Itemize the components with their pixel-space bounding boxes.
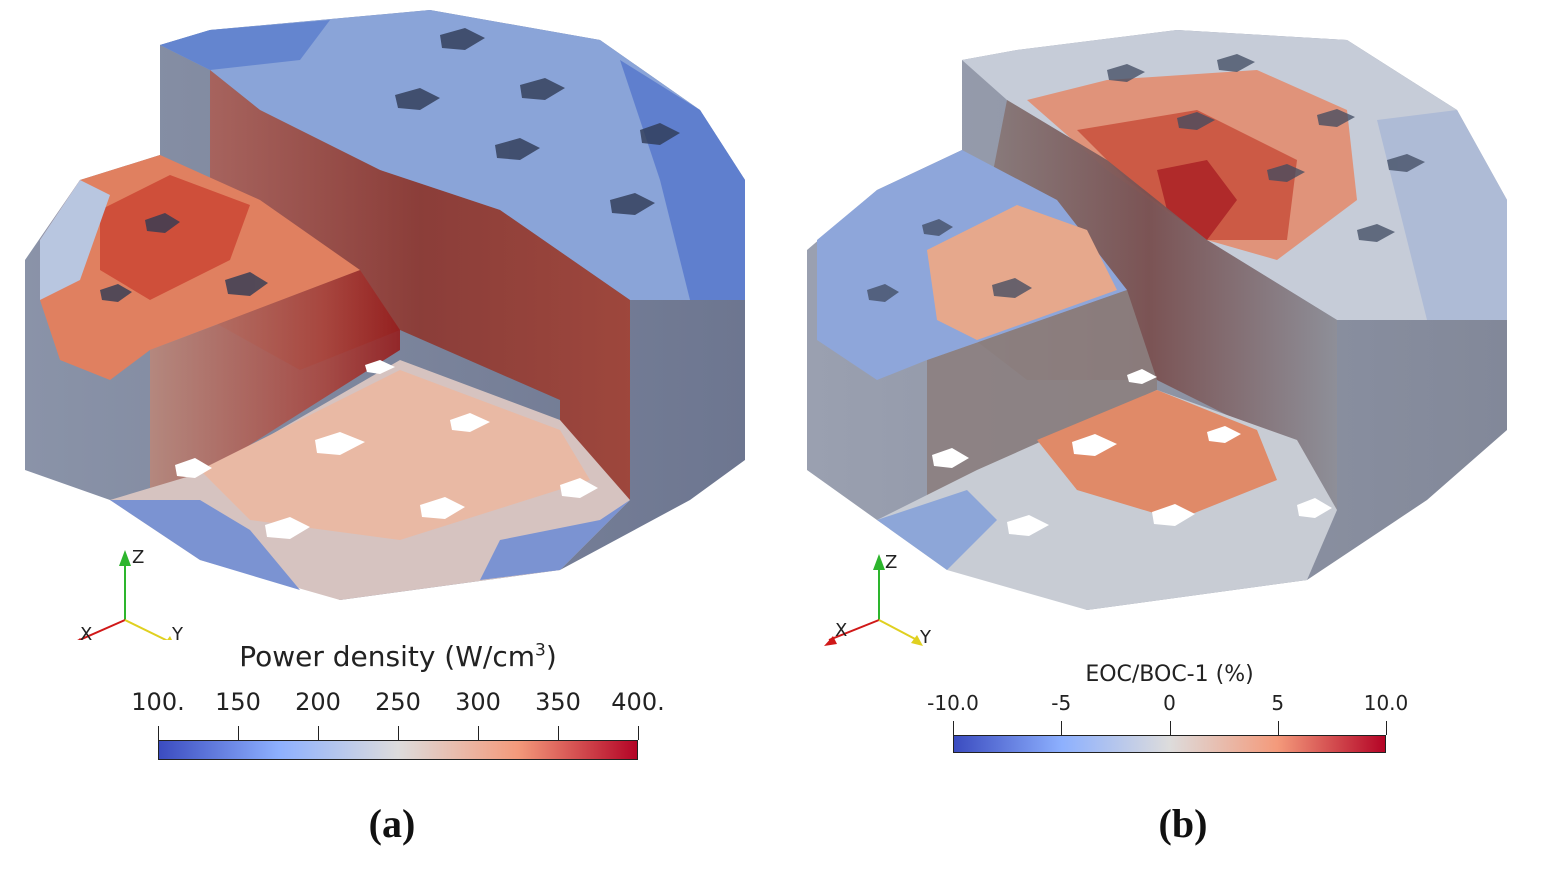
colorbar-title-a: Power density (W/cm3) <box>239 640 557 673</box>
x-axis-label: X <box>835 620 847 641</box>
colorbar-tick-label: 150 <box>215 688 261 716</box>
colorbar-tick-mark <box>1277 721 1279 735</box>
reactor-core-3d-render-a: Z X Y <box>25 10 745 640</box>
colorbar-tick-mark <box>1386 721 1387 735</box>
cut-wall-left <box>150 270 400 500</box>
colorbar-tick-label: 5 <box>1271 691 1285 715</box>
panel-label-b: (b) <box>1158 801 1208 846</box>
panel-a: Z X Y Power density (W/cm3) 100. 150 200 25… <box>0 0 776 871</box>
cut-wall-left <box>927 290 1157 500</box>
colorbar-tick-mark <box>478 726 479 740</box>
colorbar-title-b: EOC/BOC-1 (%) <box>1085 662 1254 687</box>
colorbar-tick-label: -5 <box>1051 691 1072 715</box>
colorbar-tick-mark <box>238 726 239 740</box>
control-rod-holes <box>867 54 1425 302</box>
colorbar-tick-mark <box>638 726 639 740</box>
colorbar-tick-mark <box>1169 721 1171 735</box>
colorbar-tick-label: 250 <box>375 688 421 716</box>
axes-triad-b: Z X Y <box>824 552 932 648</box>
x-axis-label: X <box>80 624 92 640</box>
floor-holes <box>175 360 598 539</box>
y-axis-label: Y <box>919 627 932 648</box>
z-axis-label: Z <box>885 552 897 573</box>
colorbar-tick-label: -10.0 <box>927 691 979 715</box>
top-surface <box>160 10 745 300</box>
colorbar-tick-label: 10.0 <box>1363 691 1409 715</box>
floor-holes <box>932 369 1332 536</box>
reactor-core-3d-render-b: Z X Y <box>807 30 1507 648</box>
panel-b: Z X Y EOC/BOC-1 (%) -10.0 -5 0 5 10.0 (b) <box>777 0 1553 871</box>
colorbar-a <box>158 740 638 760</box>
colorbar-tick-mark <box>1061 721 1063 735</box>
colorbar-tick-label: 300 <box>455 688 501 716</box>
colorbar-tick-mark <box>318 726 319 740</box>
panel-label-a: (a) <box>368 801 416 846</box>
colorbar-tick-label: 0 <box>1163 691 1176 715</box>
z-axis-label: Z <box>132 547 144 568</box>
colorbar-tick-label: 200 <box>295 688 341 716</box>
colorbar-tick-label: 350 <box>535 688 581 716</box>
y-axis-label: Y <box>171 624 184 640</box>
control-rod-holes <box>100 28 680 302</box>
colorbar-tick-label: 400. <box>611 688 665 716</box>
colorbar-tick-mark <box>398 726 399 740</box>
axes-triad-a: Z X Y <box>77 547 184 640</box>
colorbar-tick-mark <box>953 721 954 735</box>
cut-wall-back <box>210 70 630 500</box>
colorbar-tick-label: 100. <box>131 688 185 716</box>
colorbar-tick-mark <box>558 726 559 740</box>
colorbar-tick-mark <box>158 726 159 740</box>
colorbar-b <box>953 735 1386 753</box>
